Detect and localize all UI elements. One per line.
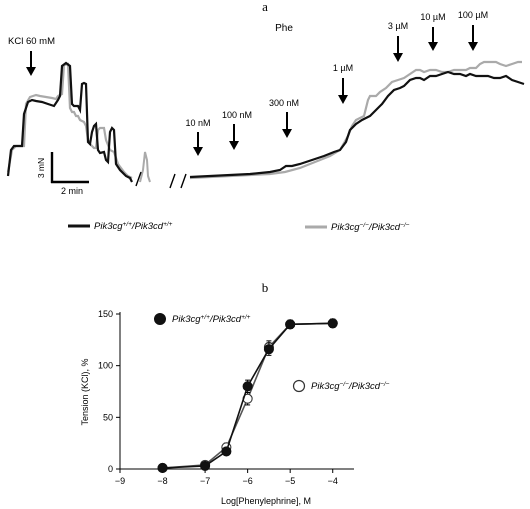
dose-100uM: 100 µM	[458, 10, 488, 51]
y-tick-label: 0	[108, 464, 113, 474]
axis-break-1	[135, 171, 142, 187]
panel-b-legend-ko: Pik3cg−/−/Pik3cd−/−	[292, 379, 390, 393]
dose-10nM: 10 nM	[185, 118, 211, 156]
trace-kcl-wt	[6, 61, 133, 183]
dose-label: 100 µM	[458, 10, 488, 20]
dose-1uM: 1 µM	[333, 63, 353, 104]
x-tick-label: −8	[157, 476, 167, 486]
phe-label: Phe	[275, 23, 293, 34]
dose-label: 3 µM	[388, 21, 408, 31]
legend-label: Pik3cg+/+/Pik3cd+/+	[172, 314, 251, 326]
trace-small-ko	[139, 151, 151, 183]
series-layer	[157, 318, 338, 474]
scale-x-label: 2 min	[61, 186, 83, 196]
axis-break-3	[180, 173, 187, 189]
panel-a-label: a	[262, 0, 268, 14]
data-point	[285, 319, 296, 330]
scale-y-label: 3 mN	[36, 158, 46, 178]
data-point	[242, 381, 253, 392]
dose-label: 10 nM	[185, 118, 210, 128]
dose-label: 100 nM	[222, 110, 252, 120]
series-knockout	[157, 318, 338, 474]
dose-label: 1 µM	[333, 63, 353, 73]
trace-phe-wt	[189, 70, 525, 179]
x-tick-label: −4	[328, 476, 338, 486]
x-tick-label: −5	[285, 476, 295, 486]
kcl-label: KCl 60 mM	[8, 36, 55, 47]
data-point	[157, 462, 168, 474]
x-tick-label: −7	[200, 476, 210, 486]
series-wildtype	[157, 318, 338, 474]
kcl-arrow	[26, 51, 36, 76]
axis-break-2	[169, 173, 176, 189]
y-tick-label: 50	[103, 412, 113, 422]
legend-label: Pik3cg−/−/Pik3cd−/−	[311, 381, 390, 393]
trace-kcl-ko	[6, 62, 133, 179]
dose-label: 300 nM	[269, 98, 299, 108]
dose-300nM: 300 nM	[269, 98, 299, 138]
dose-100nM: 100 nM	[222, 110, 252, 150]
x-tick-label: −6	[243, 476, 253, 486]
legend-marker-filled	[154, 313, 166, 325]
y-axis-label: Tension (KCl), %	[80, 358, 90, 425]
dose-label: 10 µM	[420, 12, 445, 22]
trace-phe-ko	[189, 60, 522, 180]
legend-label: Pik3cg−/−/Pik3cd−/−	[331, 222, 410, 234]
scale-bar	[50, 152, 89, 184]
y-tick-label: 150	[98, 309, 113, 319]
panel-a-legend-ko: Pik3cg−/−/Pik3cd−/−	[305, 222, 410, 234]
legend-label: Pik3cg+/+/Pik3cd+/+	[94, 221, 173, 233]
data-point	[200, 460, 211, 471]
dose-3uM: 3 µM	[388, 21, 408, 62]
data-point	[221, 446, 232, 457]
x-axis-label: Log[Phenylephrine], M	[221, 496, 311, 506]
panel-b-legend-wt: Pik3cg+/+/Pik3cd+/+	[154, 313, 251, 326]
x-tick-label: −9	[115, 476, 125, 486]
data-point	[327, 318, 338, 329]
y-ticks: 0 50 100 150	[98, 309, 120, 474]
panel-a-legend-wt: Pik3cg+/+/Pik3cd+/+	[68, 221, 173, 233]
dose-response-chart: −9 −8 −7 −6 −5 −4 0 50 100 150	[98, 309, 354, 486]
dose-10uM: 10 µM	[420, 12, 446, 51]
y-tick-label: 100	[98, 361, 113, 371]
data-point	[263, 344, 274, 355]
x-ticks: −9 −8 −7 −6 −5 −4	[115, 469, 338, 486]
legend-marker-open	[292, 379, 306, 393]
panel-b-label: b	[262, 280, 269, 295]
